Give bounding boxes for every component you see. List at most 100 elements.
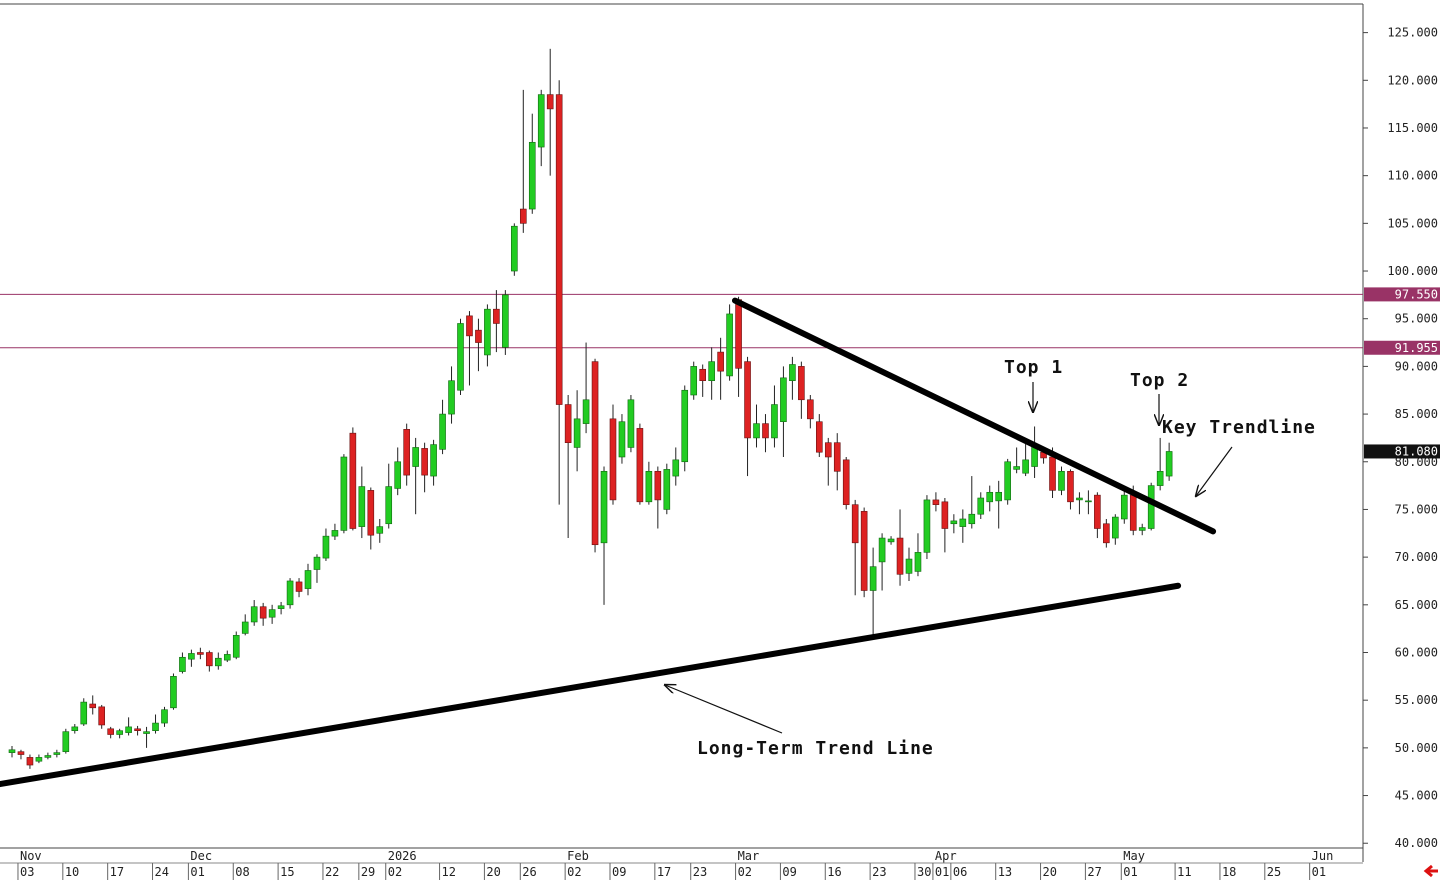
candle-body [367, 490, 375, 536]
x-tick-label: 16 [827, 865, 841, 879]
y-tick-label: 105.000 [1387, 216, 1438, 230]
candle-body [152, 722, 159, 731]
candle-body [519, 208, 527, 224]
candle-body [484, 308, 491, 356]
candle-body [717, 351, 724, 372]
y-tick-label: 90.000 [1395, 359, 1438, 373]
x-tick-label: 12 [442, 865, 456, 879]
x-tick-label: 01 [935, 865, 949, 879]
y-tick-label: 45.000 [1395, 789, 1438, 803]
candle-body [959, 518, 967, 527]
candle-body [475, 329, 482, 343]
candle-body [457, 323, 464, 391]
candle-body [824, 442, 832, 458]
x-tick-label: 23 [693, 865, 707, 879]
x-tick-label: 09 [782, 865, 796, 879]
x-tick-label: 01 [1123, 865, 1137, 879]
x-tick-label: 24 [155, 865, 169, 879]
candle-body [502, 294, 509, 348]
candle-body [376, 526, 384, 534]
y-tick-label: 65.000 [1395, 598, 1438, 612]
candle-body [1094, 494, 1101, 529]
candle-body [340, 456, 348, 531]
candle-body [206, 652, 213, 667]
candle-body [905, 558, 913, 574]
month-label: Apr [935, 849, 957, 863]
y-tick-label: 55.000 [1395, 693, 1438, 707]
candle-body [259, 606, 267, 619]
candle-body [98, 706, 105, 726]
candle-body [1013, 466, 1020, 470]
annotation: Top 1 [1004, 357, 1063, 378]
candle-body [582, 399, 590, 424]
last-price-label: 81.080 [1395, 444, 1438, 458]
x-tick-label: 03 [20, 865, 34, 879]
trend-line [0, 582, 1182, 788]
month-label: May [1123, 849, 1145, 863]
candle-body [977, 497, 985, 515]
candle-body [663, 469, 671, 510]
candle-body [421, 448, 428, 476]
candle-body [44, 755, 52, 758]
candle-body [807, 399, 814, 420]
candle-body [986, 491, 994, 503]
candle-body [699, 368, 706, 382]
candle-body [89, 703, 97, 709]
x-tick-label: 17 [657, 865, 671, 879]
candle-body [555, 94, 563, 405]
x-tick-label: 08 [235, 865, 249, 879]
x-tick-label: 23 [872, 865, 886, 879]
candle-body [842, 459, 850, 505]
plot: 40.000 45.000 50.000 55.000 60.000 65.000 70.0… [0, 26, 1440, 880]
candle-body [609, 418, 617, 501]
candle-body [1004, 461, 1011, 501]
x-tick-label: 02 [738, 865, 752, 879]
candle-body [914, 552, 922, 572]
candle-body [107, 728, 114, 735]
candle-body [564, 404, 572, 443]
candle-body [780, 377, 787, 423]
y-tick-label: 115.000 [1387, 121, 1438, 135]
x-tick-label: 17 [110, 865, 124, 879]
candle-body [197, 652, 204, 655]
candle-body [1076, 497, 1083, 501]
candle-body [215, 657, 222, 667]
candle-body [753, 423, 760, 439]
candle-body [331, 530, 339, 537]
candle-body [1156, 470, 1164, 486]
candle-body [654, 470, 662, 501]
candle-body [789, 364, 796, 382]
x-tick-label: 25 [1267, 865, 1281, 879]
y-tick-label: 85.000 [1395, 407, 1438, 421]
month-label: Feb [567, 849, 589, 863]
last-price-tag [1364, 444, 1440, 459]
y-tick-label: 50.000 [1395, 741, 1438, 755]
candle-body [116, 730, 123, 735]
candle-body [223, 654, 231, 661]
annotation: Top 2 [1130, 370, 1189, 391]
candle-body [546, 94, 554, 110]
candle-body [358, 486, 366, 527]
annotation: Key Trendline [1162, 417, 1316, 438]
candle-body [672, 459, 680, 477]
candle-body [394, 461, 402, 489]
candle-body [528, 141, 536, 210]
x-tick-label: 02 [567, 865, 581, 879]
x-tick-label: 26 [522, 865, 536, 879]
candle-body [932, 499, 940, 505]
level-tag [1364, 340, 1440, 355]
candle-body [17, 751, 25, 755]
annotation-arrow [665, 685, 783, 734]
candle-body [627, 399, 635, 448]
candle-body [403, 429, 410, 476]
candle-body [322, 535, 330, 559]
candle-body [439, 413, 446, 450]
candle-body [277, 605, 285, 609]
x-tick-label: 02 [388, 865, 402, 879]
candle-body [35, 757, 43, 762]
candle-body [573, 418, 581, 448]
candle-body [591, 361, 599, 546]
scroll-icon[interactable] [1423, 864, 1438, 878]
x-tick-label: 15 [280, 865, 294, 879]
